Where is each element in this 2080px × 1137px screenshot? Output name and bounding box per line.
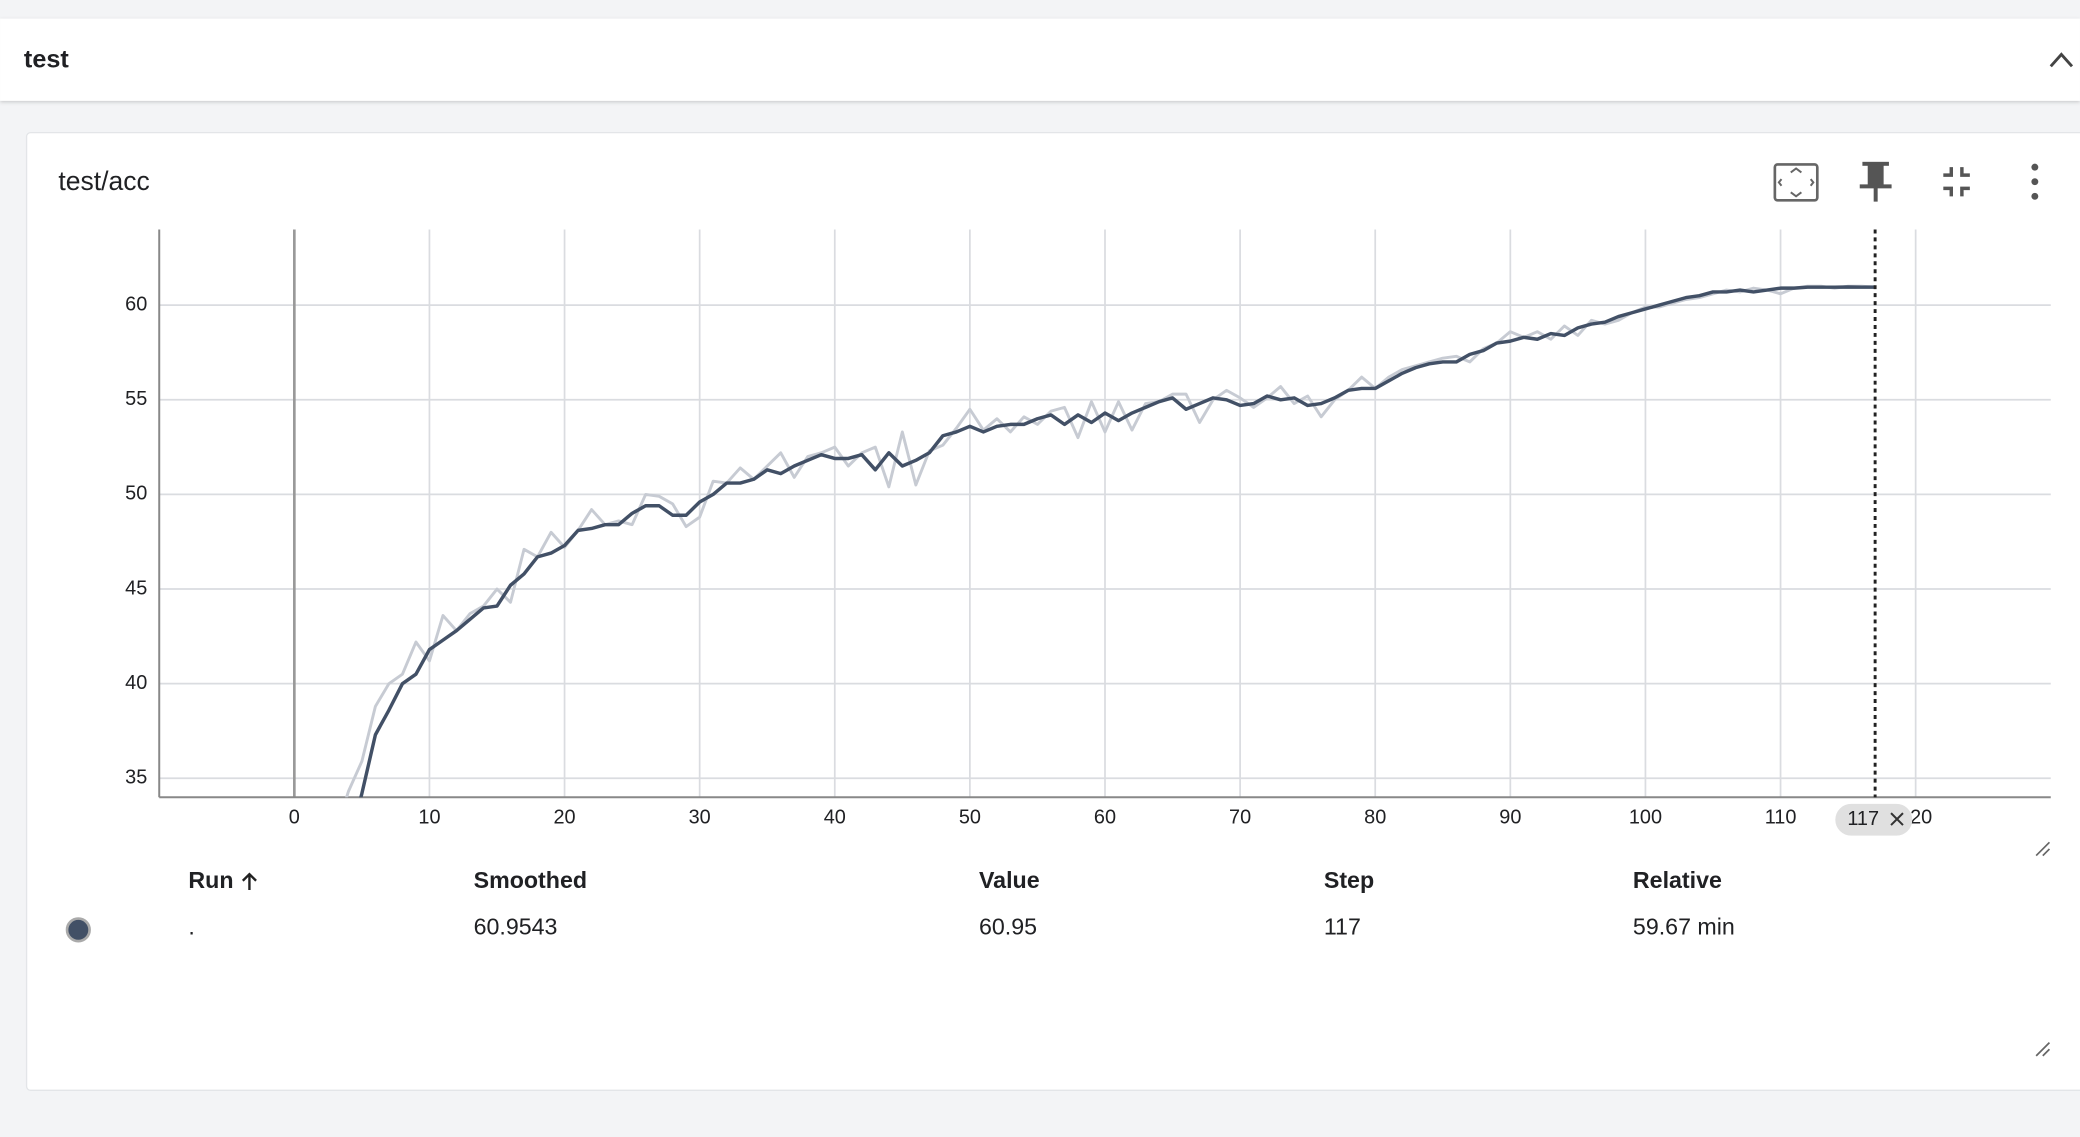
y-tick-label: 40	[125, 672, 147, 694]
column-header[interactable]: Step	[1324, 867, 1374, 893]
x-tick-label: 70	[1229, 807, 1251, 829]
data-table: Run Smoothed Value Step Relative. 60.9543 60.9…	[65, 867, 1735, 943]
resize-handle[interactable]	[2035, 841, 2051, 857]
series-group	[345, 284, 1876, 798]
x-tick-label: 0	[289, 807, 300, 829]
column-header[interactable]: Smoothed	[474, 867, 587, 893]
x-tick-label: 20	[554, 807, 576, 829]
y-tick-label: 35	[125, 767, 147, 789]
cursor-close[interactable]	[1890, 812, 1904, 826]
series-line	[359, 285, 1876, 798]
collapse-icon[interactable]	[2049, 52, 2074, 68]
cursor-chip[interactable]	[1835, 803, 1913, 836]
x-tick-label: 110	[1765, 807, 1797, 829]
cell: 59.67 min	[1633, 914, 1735, 940]
cell: 117	[1324, 914, 1361, 940]
x-tick-label: 100	[1629, 807, 1662, 829]
card	[25, 131, 2080, 1092]
fit-icon[interactable]	[1773, 163, 1819, 202]
y-tick-label: 55	[125, 388, 147, 410]
section-header[interactable]	[0, 18, 2080, 101]
resize-handle[interactable]	[2035, 1041, 2051, 1057]
x-tick-label: 40	[824, 807, 846, 829]
y-tick-label: 45	[125, 577, 147, 599]
menu-icon[interactable]	[2031, 163, 2039, 200]
x-tick-label: 10	[418, 807, 440, 829]
cell: 60.9543	[474, 914, 558, 940]
x-tick-label: 50	[959, 807, 981, 829]
y-tick-label: 50	[125, 483, 147, 505]
cursor-label: 117	[1847, 808, 1879, 830]
card-title: test/acc	[58, 166, 149, 196]
section-title: test	[24, 46, 69, 74]
x-tick-label: 60	[1094, 807, 1116, 829]
column-header[interactable]: Value	[979, 867, 1040, 893]
cell: .	[188, 914, 194, 940]
x-tick-label: 30	[689, 807, 711, 829]
cell: 60.95	[979, 914, 1037, 940]
x-tick-label: 90	[1499, 807, 1521, 829]
sort-arrow	[241, 872, 257, 891]
column-header[interactable]: Run	[188, 867, 233, 893]
y-tick-label: 60	[125, 293, 147, 315]
run-color[interactable]	[65, 917, 91, 943]
column-header[interactable]: Relative	[1633, 867, 1722, 893]
pin-icon[interactable]	[1859, 161, 1892, 202]
x-tick-label: 80	[1364, 807, 1386, 829]
shrink-icon[interactable]	[1943, 167, 1970, 197]
